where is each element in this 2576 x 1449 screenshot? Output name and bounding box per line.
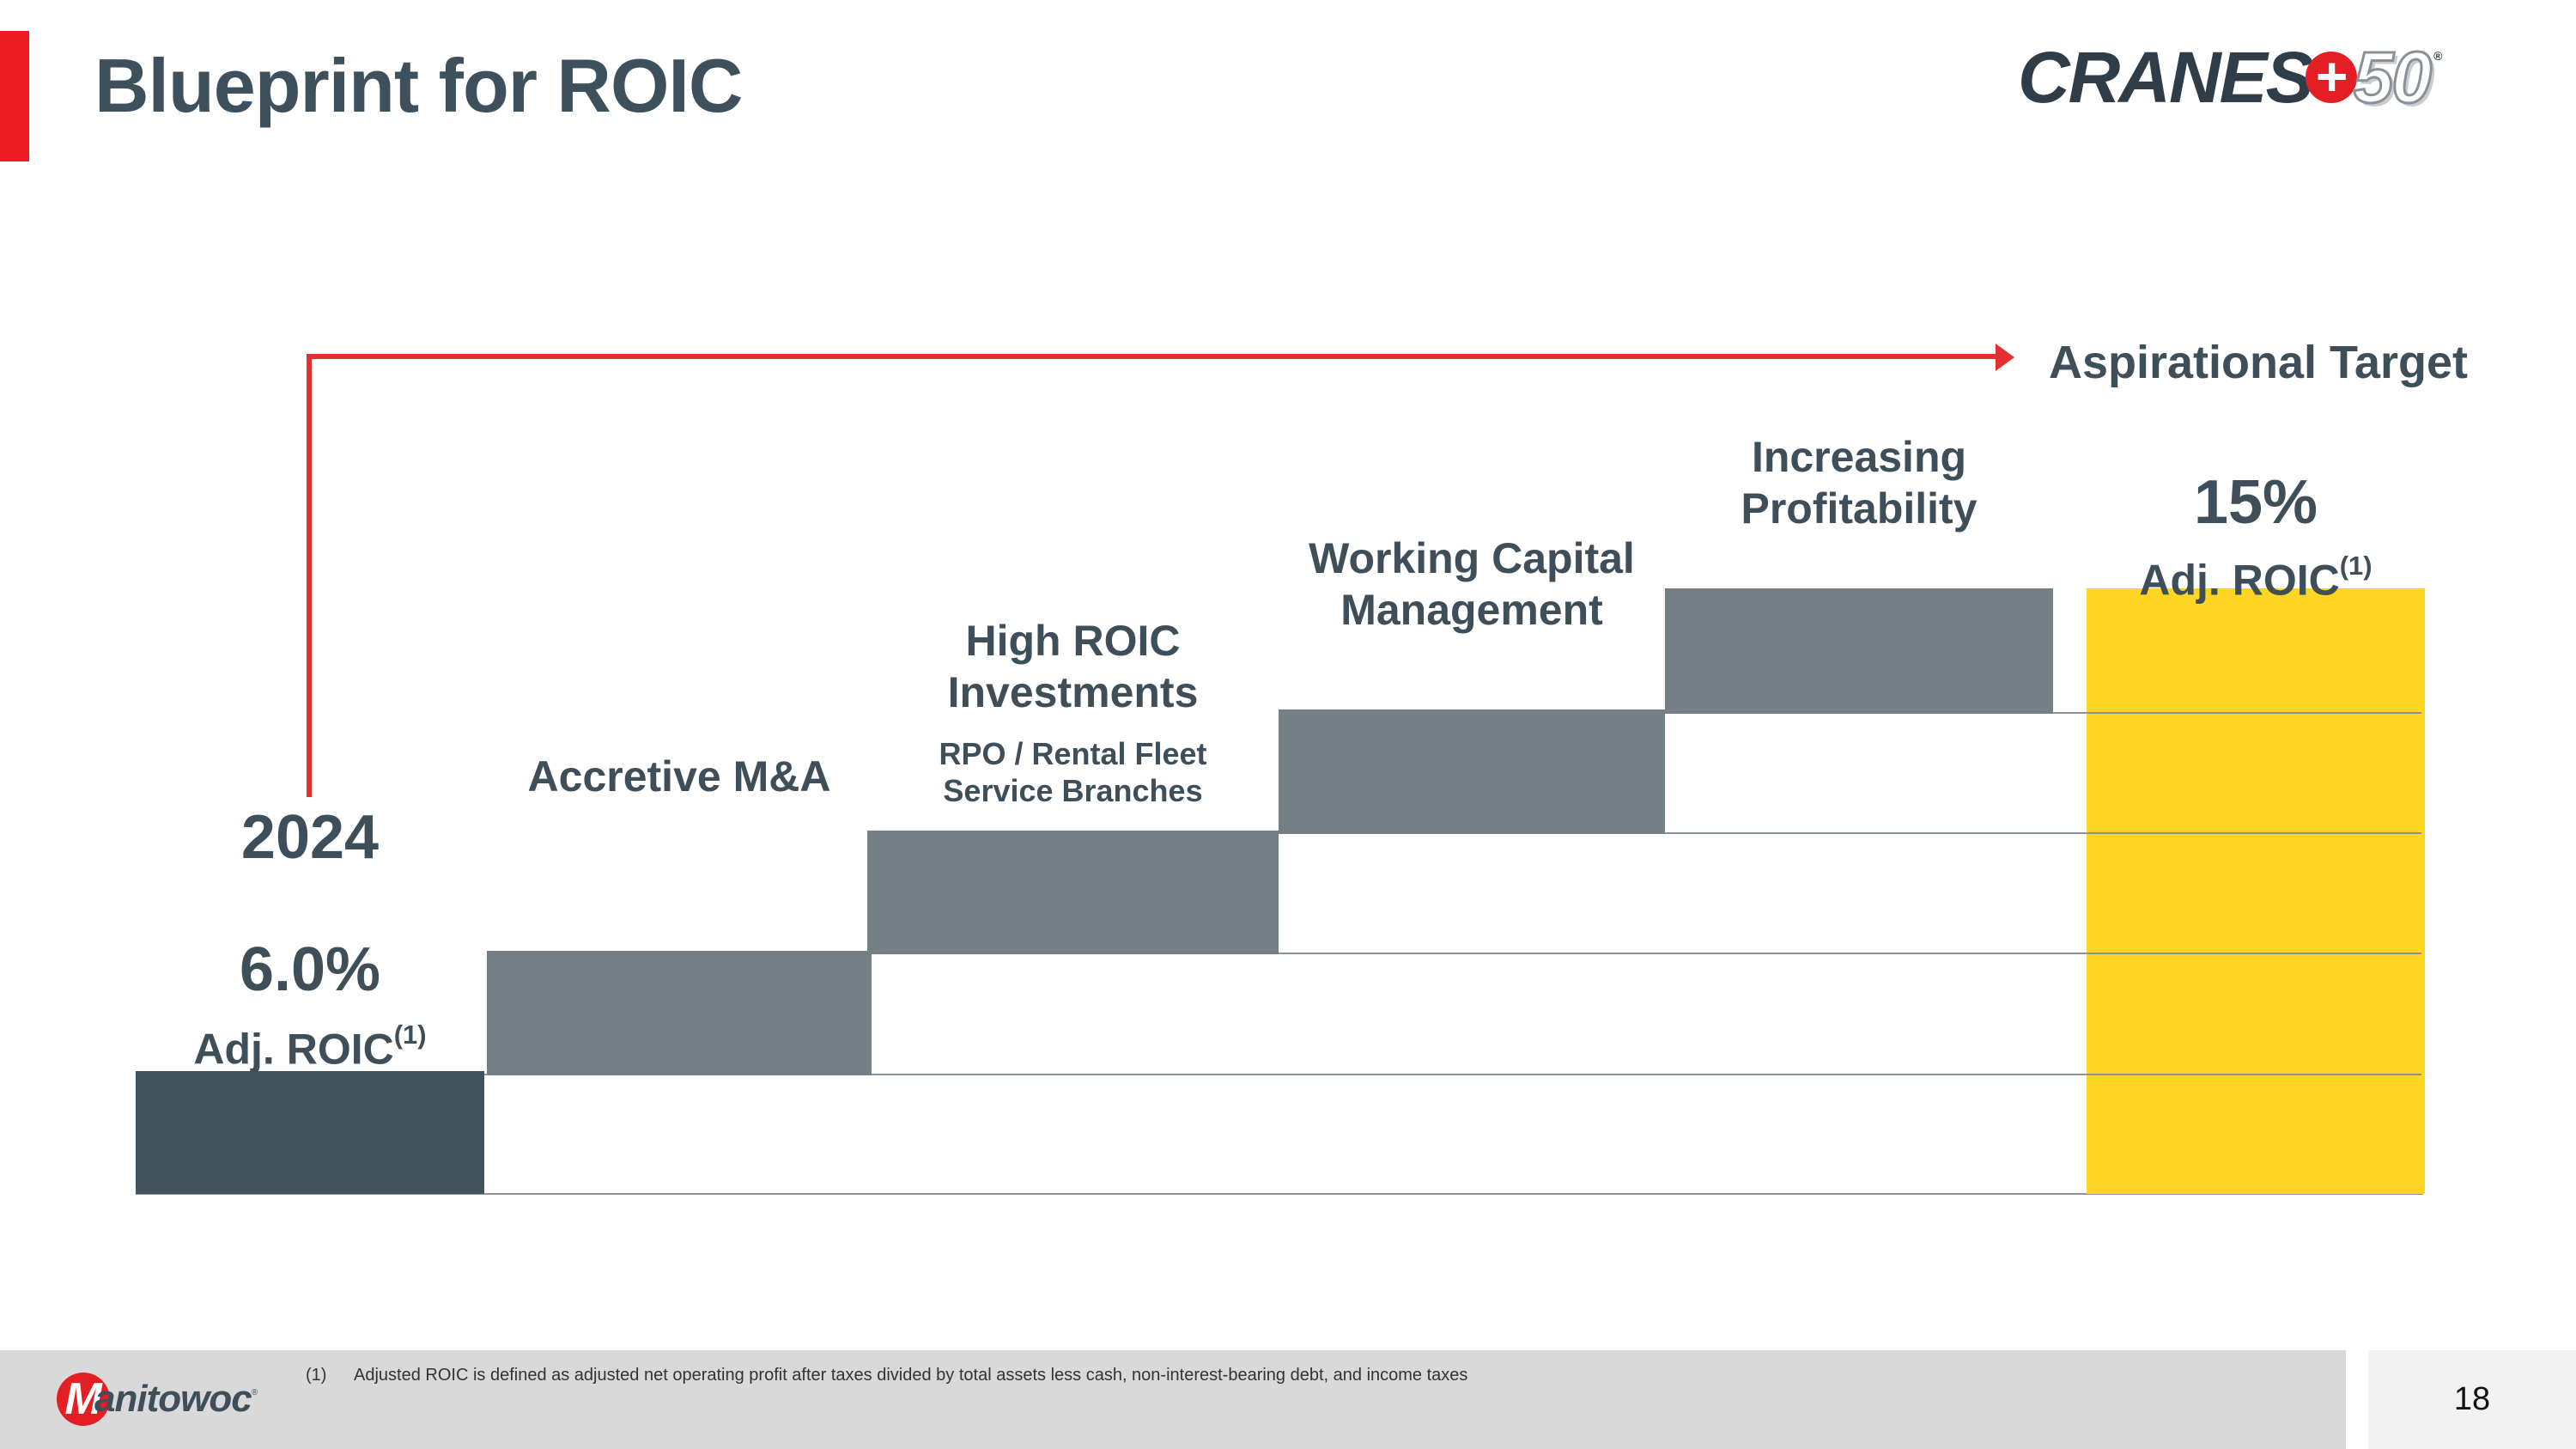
gridline-baseline <box>136 1193 2423 1195</box>
page-number-box: 18 <box>2368 1350 2576 1449</box>
bar-high-roic-investments <box>867 831 1279 954</box>
arrow-horizontal-segment <box>307 354 1998 359</box>
gridline-over-target <box>2087 832 2421 834</box>
registered-mark: ® <box>2433 49 2442 63</box>
gridline-over-target <box>2087 1074 2421 1075</box>
bar-aspirational-target <box>2087 588 2425 1194</box>
arrow-right-icon <box>1996 344 2014 371</box>
gridline <box>483 1074 2423 1075</box>
start-value: 6.0% <box>239 935 381 1004</box>
start-year-label: 2024 <box>240 803 380 872</box>
footnote-text: Adjusted ROIC is defined as adjusted net… <box>354 1366 1468 1385</box>
manitowoc-wordmark: anitowoc <box>94 1378 252 1420</box>
bar-2024 <box>136 1071 484 1194</box>
bar-increasing-profitability <box>1665 588 2053 714</box>
registered-mark: ® <box>251 1388 258 1397</box>
cranes-plus-50-logo: CRANES + 50 ® <box>2018 37 2443 118</box>
manitowoc-m-icon: M <box>57 1373 110 1426</box>
footnote-ref: (1) <box>2339 551 2372 581</box>
page-number: 18 <box>2453 1381 2491 1417</box>
logo-50-text: 50 <box>2352 37 2433 118</box>
gridline-over-target <box>2087 712 2421 714</box>
arrow-vertical-segment <box>307 354 312 797</box>
logo-cranes-text: CRANES <box>2018 37 2314 118</box>
footnote: (1) Adjusted ROIC is defined as adjusted … <box>306 1366 1467 1385</box>
manitowoc-logo: M anitowoc ® <box>57 1373 258 1426</box>
step-label-increasing-profitability: Increasing Profitability <box>1741 433 1978 533</box>
footnote-number: (1) <box>306 1366 327 1385</box>
start-metric-label: Adj. ROIC(1) <box>193 1020 427 1074</box>
step-sublabel-high-roic: RPO / Rental Fleet Service Branches <box>939 736 1207 809</box>
step-label-accretive-ma: Accretive M&A <box>527 752 831 801</box>
footer-bar <box>0 1350 2346 1449</box>
target-heading: Aspirational Target <box>2048 337 2469 388</box>
logo-plus-icon: + <box>2305 49 2357 104</box>
target-metric-label: Adj. ROIC(1) <box>2139 551 2372 605</box>
title-accent-bar <box>0 31 29 161</box>
bar-accretive-ma <box>487 951 872 1075</box>
page-title: Blueprint for ROIC <box>94 43 743 128</box>
step-label-high-roic: High ROIC Investments <box>947 617 1199 716</box>
gridline <box>872 953 2423 954</box>
footnote-ref: (1) <box>393 1020 427 1050</box>
gridline-over-target <box>2087 953 2421 954</box>
target-value: 15% <box>2193 468 2318 537</box>
step-label-working-capital: Working Capital Management <box>1309 534 1635 634</box>
bar-working-capital <box>1279 709 1665 834</box>
gridline <box>1279 832 2423 834</box>
